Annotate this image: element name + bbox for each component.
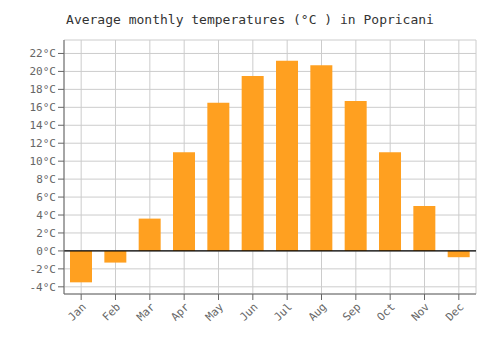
svg-text:-2°C: -2°C [30,263,57,276]
svg-text:0°C: 0°C [36,245,56,258]
svg-text:Aug: Aug [306,300,329,323]
svg-text:Jan: Jan [66,300,89,323]
svg-text:Apr: Apr [169,300,193,324]
svg-text:Oct: Oct [375,300,398,323]
svg-text:Sep: Sep [340,300,363,323]
html-text:Average monthly temperatures (: Average monthly temperatures (°C ) in Po… [66,12,434,27]
svg-text:22°C: 22°C [30,47,57,60]
svg-text:12°C: 12°C [30,137,57,150]
svg-text:Dec: Dec [443,300,466,323]
svg-text:6°C: 6°C [36,191,56,204]
svg-text:Jun: Jun [237,300,260,323]
svg-text:-4°C: -4°C [30,281,57,294]
svg-text:4°C: 4°C [36,209,56,222]
svg-text:May: May [203,300,227,324]
svg-text:Mar: Mar [134,300,158,324]
svg-text:10°C: 10°C [30,155,57,168]
svg-text:16°C: 16°C [30,101,57,114]
svg-text:Jul: Jul [272,300,295,323]
svg-text:18°C: 18°C [30,83,57,96]
svg-text:8°C: 8°C [36,173,56,186]
svg-text:20°C: 20°C [30,65,57,78]
svg-text:14°C: 14°C [30,119,57,132]
svg-text:Nov: Nov [409,300,433,324]
svg-text:Feb: Feb [100,300,123,323]
svg-text:2°C: 2°C [36,227,56,240]
